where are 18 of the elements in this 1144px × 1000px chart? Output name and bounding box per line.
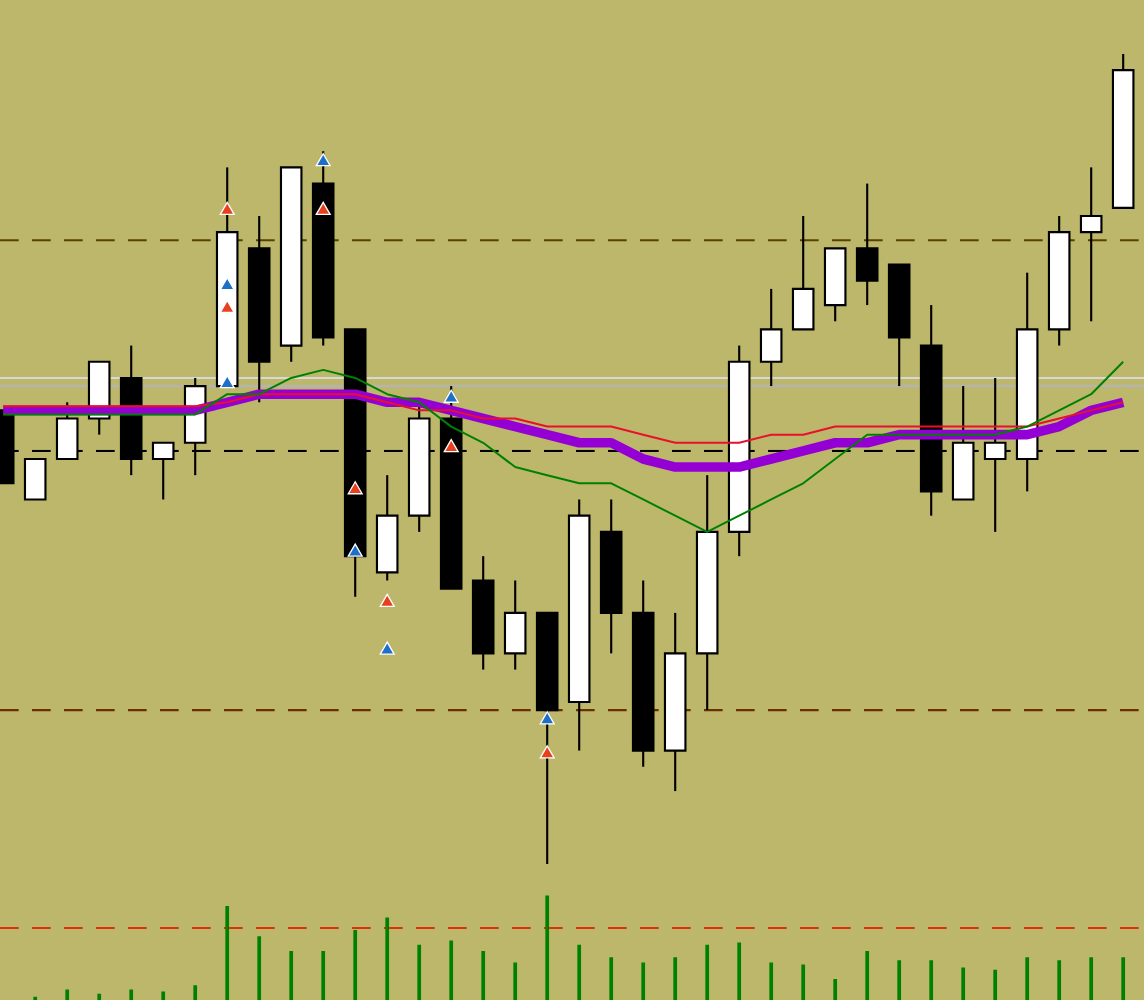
candlestick (1079, 166, 1103, 323)
point (379, 641, 395, 655)
point (539, 745, 555, 759)
point (539, 711, 555, 725)
candlestick (855, 182, 879, 307)
point (219, 299, 235, 313)
candlestick (503, 579, 527, 671)
candlestick (759, 287, 783, 388)
point (443, 389, 459, 403)
point (219, 201, 235, 215)
point (315, 201, 331, 215)
point (315, 153, 331, 167)
point (379, 593, 395, 608)
candlestick (23, 457, 47, 501)
point (347, 543, 363, 557)
candlestick (791, 214, 815, 331)
point (347, 481, 363, 495)
point (443, 438, 459, 453)
